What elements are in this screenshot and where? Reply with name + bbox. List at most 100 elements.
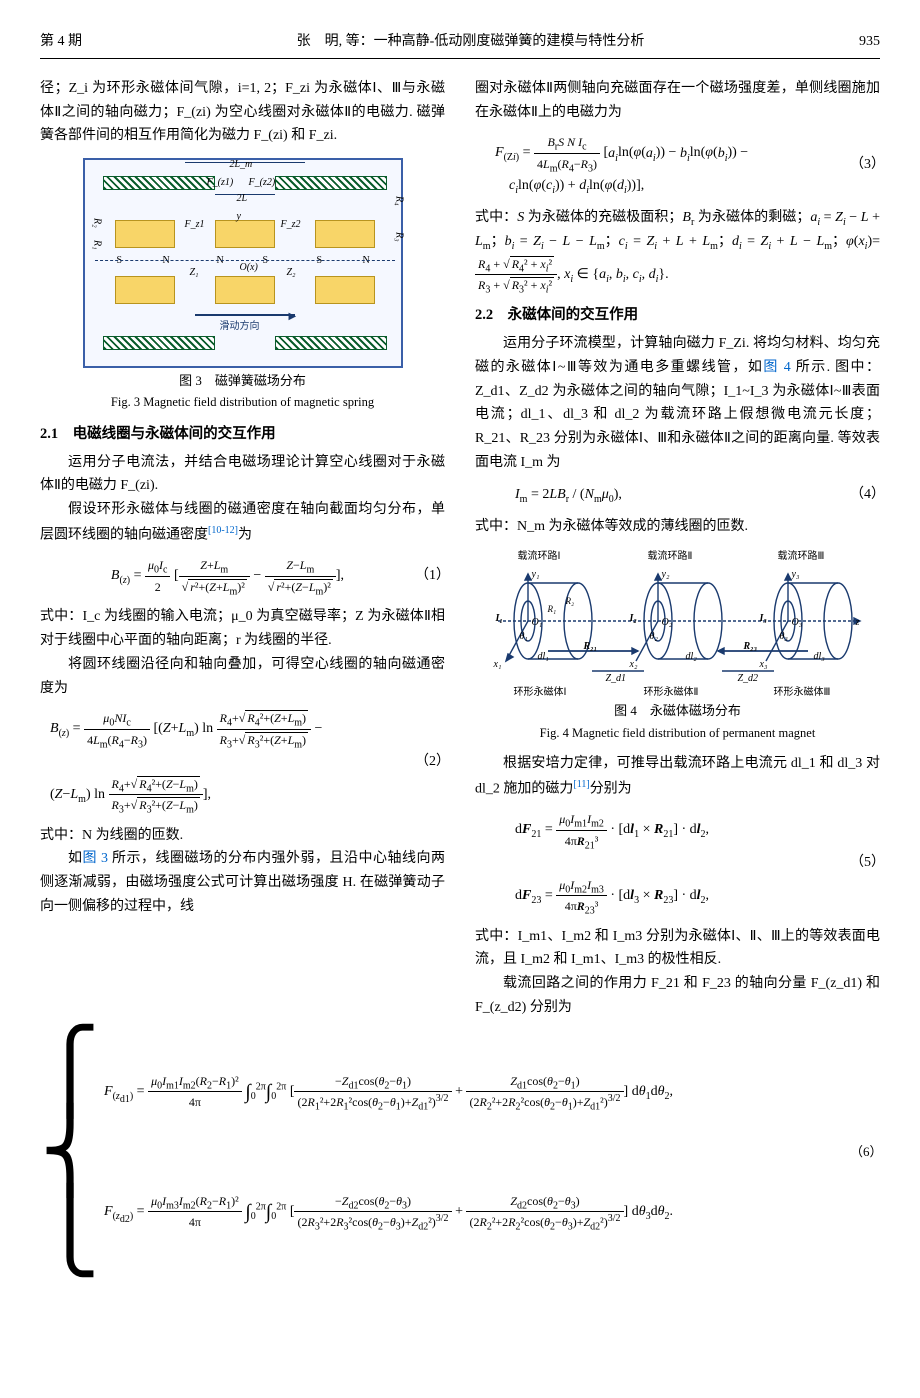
col1-para3: 假设环形永磁体与线圈的磁通密度在轴向截面均匀分布，单层圆环线圈的轴向磁通密度[1… (40, 498, 445, 547)
fig4-mag3: 环形永磁体Ⅲ (774, 684, 831, 701)
fig3-caption-en: Fig. 3 Magnetic field distribution of ma… (40, 394, 445, 412)
fig4-caption-cn: 图 4 永磁体磁场分布 (475, 702, 880, 720)
fig4-I1: I₁ (496, 610, 503, 627)
eq5-num: （5） (850, 851, 880, 875)
fig4-loop2: 载流环路Ⅱ (648, 548, 693, 565)
page-header: 第 4 期 张 明, 等：一种高静-低动刚度磁弹簧的建模与特性分析 935 (40, 30, 880, 59)
fig3-Fz2p: F_(z2) (249, 174, 276, 191)
fig3-Ox: O(x) (240, 259, 258, 276)
fig3-magnet-1 (115, 220, 175, 248)
fig4-O3: O₃ (792, 614, 803, 631)
fig3-coil-bl (103, 336, 215, 350)
section-2-2: 2.2 永磁体间的交互作用 (475, 303, 880, 328)
equation-5: dF21 = μ0Im1Im24πR21³ · [dl1 × R21] · dl… (475, 809, 880, 916)
equation-6: ⎧⎨⎩ F(zd1) = μ0Im1Im2(R2−R1)²4π ∫02π∫02π… (40, 1032, 880, 1272)
fig4-R23: R₂₃ (744, 638, 758, 655)
eq1-body: B(z) = μ0Ic2 [Z+Lm√r²+(Z+Lm)² − Z−Lm√r²+… (40, 555, 415, 597)
fig4-dl3: dl₃ (814, 648, 825, 665)
fig3-R4: R₄ (391, 196, 408, 206)
fig3-Z1: Z₁ (190, 264, 199, 281)
equation-4: Im = 2LBr / (Nmμ0), （4） (475, 483, 880, 507)
equation-2: B(z) = μ0NIc4Lm(R4−R3) [(Z+Lm) ln R4+√R4… (40, 708, 445, 815)
fig3-y: y (237, 208, 241, 225)
two-column-layout: 径；Z_i 为环形永磁体间气隙，i=1, 2；F_zi 为永磁体Ⅰ、Ⅲ与永磁体Ⅱ… (40, 77, 880, 1020)
fig4-th3: θ₃ (780, 628, 788, 645)
fig4-ref-link[interactable]: 图 4 (763, 360, 790, 375)
fig3-R3: R₃ (391, 232, 408, 242)
fig4-dl2: dl₂ (686, 648, 697, 665)
fig3-magnet-1b (115, 276, 175, 304)
col2-para5a: 根据安培力定律，可推导出载流环路上电流元 dl_1 和 dl_3 对 dl_2 … (475, 756, 880, 796)
eq1-num: （1） (415, 564, 445, 588)
fig4-dl1: dl₁ (538, 648, 549, 665)
eq4-num: （4） (850, 483, 880, 507)
eq4-body: Im = 2LBr / (Nmμ0), (475, 483, 850, 507)
fig4-x1: x₁ (494, 656, 502, 673)
issue-label: 第 4 期 (40, 30, 82, 54)
fig4-O2: O₂ (662, 614, 673, 631)
fig4-loop1: 载流环路Ⅰ (518, 548, 561, 565)
fig3-coil-tl (103, 176, 215, 190)
col1-para2: 运用分子电流法，并结合电磁场理论计算空心线圈对于永磁体Ⅱ的电磁力 F_(zi). (40, 451, 445, 499)
fig4-mag1: 环形永磁体Ⅰ (514, 684, 567, 701)
col2-para3: 运用分子环流模型，计算轴向磁力 F_Zi. 将均匀材料、均匀充磁的永磁体Ⅰ~Ⅲ等… (475, 332, 880, 475)
fig3-coil-br (275, 336, 387, 350)
fig3-Fz2: F_z2 (281, 216, 301, 233)
col2-para2: 式中：S 为永磁体的充磁极面积；Br 为永磁体的剩磁；ai = Zi − L +… (475, 206, 880, 295)
page-number: 935 (859, 30, 880, 54)
fig4-I2: I₂ (630, 610, 637, 627)
section-2-1: 2.1 电磁线圈与永磁体间的交互作用 (40, 422, 445, 447)
fig4-Zd1: Z_d1 (606, 670, 627, 687)
fig4-I3: I₃ (760, 610, 767, 627)
fig3-label-2Lm: 2L_m (230, 156, 253, 173)
col1-para6: 式中：N 为线圈的匝数. (40, 824, 445, 848)
fig3-Fz1p: F_(z1) (207, 174, 234, 191)
fig4-caption-en: Fig. 4 Magnetic field distribution of pe… (475, 725, 880, 743)
fig4-z: z (856, 614, 860, 631)
figure-4: 载流环路Ⅰ 载流环路Ⅱ 载流环路Ⅲ (475, 548, 880, 742)
fig3-magnet-2b (215, 276, 275, 304)
equation-3: F(Zi) = BrS N Ic4Lm(R4−R3) [ailn(φ(ai)) … (475, 132, 880, 198)
col2-para6: 式中：I_m1、I_m2 和 I_m3 分别为永磁体Ⅰ、Ⅱ、Ⅲ上的等效表面电流，… (475, 925, 880, 973)
eq6-line1: F(zd1) = μ0Im1Im2(R2−R1)²4π ∫02π∫02π [−Z… (104, 1071, 850, 1113)
left-column: 径；Z_i 为环形永磁体间气隙，i=1, 2；F_zi 为永磁体Ⅰ、Ⅲ与永磁体Ⅱ… (40, 77, 445, 1020)
col1-para1: 径；Z_i 为环形永磁体间气隙，i=1, 2；F_zi 为永磁体Ⅰ、Ⅲ与永磁体Ⅱ… (40, 77, 445, 148)
fig4-R21: R₂₁ (584, 638, 598, 655)
brace-icon: ⎧⎨⎩ (40, 1032, 100, 1272)
col1-para5: 将圆环线圈沿径向和轴向叠加，可得空心线圈的轴向磁通密度为 (40, 653, 445, 701)
eq2-body: B(z) = μ0NIc4Lm(R4−R3) [(Z+Lm) ln R4+√R4… (40, 708, 415, 815)
fig4-y2: y₂ (662, 566, 670, 583)
fig4-x2: x₂ (630, 656, 638, 673)
col2-para5: 根据安培力定律，可推导出载流环路上电流元 dl_1 和 dl_3 对 dl_2 … (475, 752, 880, 801)
col2-para4: 式中：N_m 为永磁体等效成的薄线圈的匝数. (475, 515, 880, 539)
eq6-num: （6） (850, 1141, 880, 1163)
col2-para3b: 所示. 图中：Z_d1、Z_d2 为永磁体之间的轴向气隙；I_1~I_3 为永磁… (475, 360, 880, 470)
eq5-body: dF21 = μ0Im1Im24πR21³ · [dl1 × R21] · dl… (475, 809, 850, 916)
fig4-mag2: 环形永磁体Ⅱ (644, 684, 699, 701)
fig4-R2r: R₂ (566, 594, 575, 609)
fig4-x3: x₃ (760, 656, 768, 673)
fig4-y3: y₃ (792, 566, 800, 583)
col1-para4: 式中：I_c 为线圈的输入电流；μ_0 为真空磁导率；Z 为永磁体Ⅱ相对于线圈中… (40, 605, 445, 653)
fig3-ref-link[interactable]: 图 3 (83, 851, 109, 866)
fig4-th2: θ₂ (650, 628, 658, 645)
fig3-caption-cn: 图 3 磁弹簧磁场分布 (40, 372, 445, 390)
eq3-num: （3） (850, 153, 880, 177)
fig3-R1: R₁ (89, 240, 106, 250)
col2-para1: 圈对永磁体Ⅱ两侧轴向充磁面存在一个磁场强度差，单侧线圈施加在永磁体Ⅱ上的电磁力为 (475, 77, 880, 125)
fig3-diagram: 2L_m 2L F_(z1) F_(z2) F_z1 F_z2 y S N (83, 158, 403, 368)
fig4-O1: O₁ (532, 614, 543, 631)
fig3-slide: 滑动方向 (220, 318, 260, 335)
col2-para7: 载流回路之间的作用力 F_21 和 F_23 的轴向分量 F_(z_d1) 和 … (475, 972, 880, 1020)
authors-title: 张 明, 等：一种高静-低动刚度磁弹簧的建模与特性分析 (297, 30, 645, 54)
fig4-y1: y₁ (532, 566, 540, 583)
fig3-label-2L: 2L (237, 190, 248, 207)
right-column: 圈对永磁体Ⅱ两侧轴向充磁面存在一个磁场强度差，单侧线圈施加在永磁体Ⅱ上的电磁力为… (475, 77, 880, 1020)
fig4-th1: θ₁ (520, 628, 528, 645)
ref-10-12[interactable]: [10-12] (208, 525, 238, 536)
fig4-diagram: 载流环路Ⅰ 载流环路Ⅱ 载流环路Ⅲ (488, 548, 868, 698)
ref-11[interactable]: [11] (573, 779, 589, 790)
fig4-Zd2: Z_d2 (738, 670, 759, 687)
fig4-svg (488, 566, 868, 686)
col2-para5b: 分别为 (590, 782, 632, 797)
